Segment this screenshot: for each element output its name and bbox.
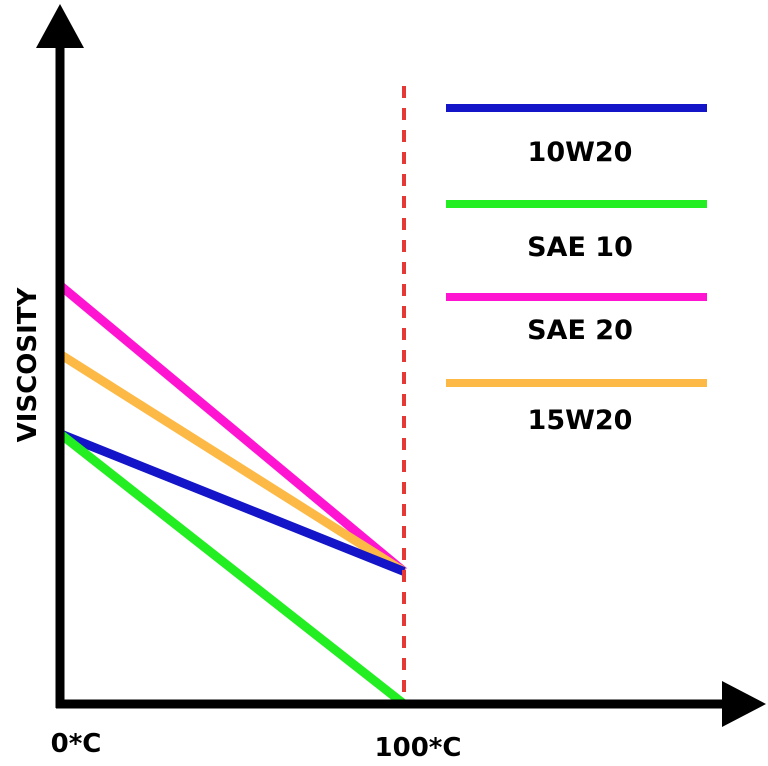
y-axis-label: VISCOSITY	[13, 286, 43, 442]
series-line-10w20	[58, 429, 406, 576]
x-tick-label-0: 0*C	[51, 729, 102, 759]
series-line-sae-10	[57, 430, 407, 708]
series-line-15w20	[57, 350, 407, 576]
legend-label-sae-10: SAE 10	[527, 232, 633, 263]
legend-label-15w20: 15W20	[528, 405, 633, 436]
legend-label-sae-20: SAE 20	[527, 315, 633, 346]
x-axis-arrow	[722, 681, 766, 727]
x-tick-label-100: 100*C	[375, 733, 462, 763]
series-line-sae-20	[57, 281, 407, 575]
series-layer	[57, 281, 407, 708]
legend-label-10w20: 10W20	[528, 137, 633, 168]
y-axis-arrow	[36, 4, 84, 48]
legend: 10W20 SAE 10 SAE 20 15W20	[446, 104, 707, 436]
